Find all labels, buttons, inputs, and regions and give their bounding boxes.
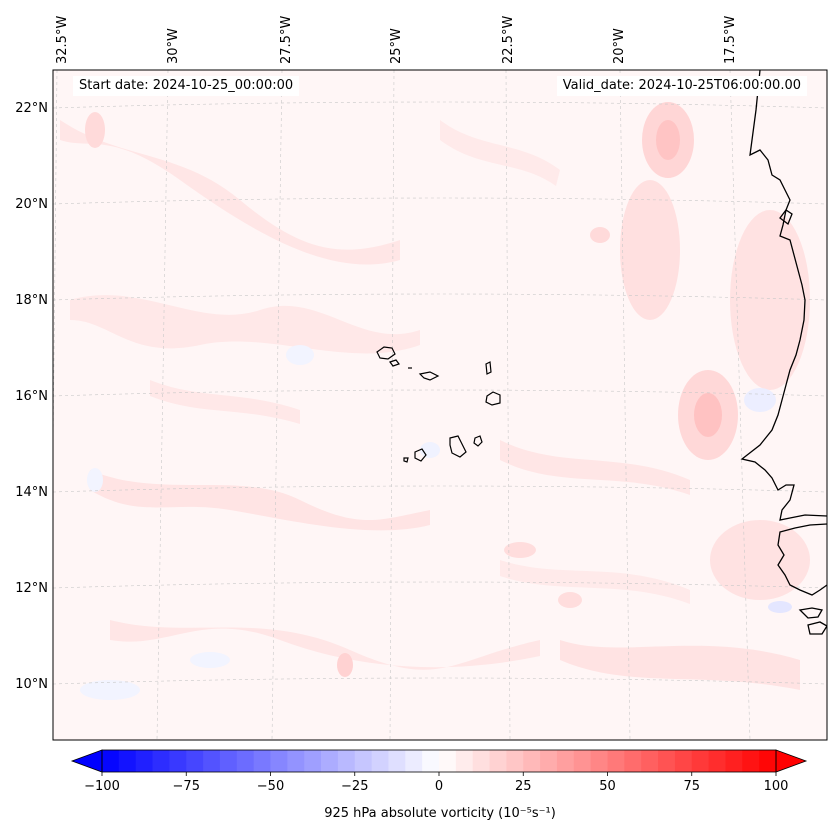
colorbar-segment [439,750,457,772]
colorbar-label: 925 hPa absolute vorticity (10⁻⁵s⁻¹) [324,806,556,821]
longitude-labels: 32.5°W 30°W 27.5°W 25°W 22.5°W 20°W 17.5… [55,16,738,64]
colorbar-max-arrow [775,749,808,773]
lat-label: 22°N [15,101,48,116]
colorbar-segment [236,750,255,772]
colorbar-segment [203,750,221,772]
colorbar-segment [759,750,777,772]
lat-label: 20°N [15,197,48,212]
africa-coastline [740,70,827,635]
lon-label: 27.5°W [279,16,294,64]
colorbar-segment [287,750,305,772]
colorbar-tick-label: 100 [764,779,789,794]
colorbar-segment [590,750,609,772]
colorbar-segment [354,750,373,772]
colorbar-segment [472,750,491,772]
vorticity-field [53,70,827,740]
colorbar-segment [405,750,423,772]
colorbar-segment [674,750,693,772]
colorbar-segment [742,750,760,772]
colorbar-segment [118,750,137,772]
colorbar-segment [607,750,625,772]
cape-verde-islands [376,346,501,463]
colorbar-tick-label: −50 [257,779,284,794]
colorbar-ticks: −100 −75 −50 −25 0 25 50 75 100 [84,772,788,794]
colorbar-segment [253,750,272,772]
colorbar-tick-label: 0 [435,779,443,794]
colorbar-segment [135,750,154,772]
colorbar-segment [506,750,524,772]
colorbar-segment [337,750,356,772]
lon-label: 17.5°W [723,16,738,64]
colorbar-segment [321,750,339,772]
colorbar-segment [186,750,204,772]
lat-label: 18°N [15,293,48,308]
lon-label: 22.5°W [501,16,516,64]
start-date-label: Start date: 2024-10-25_00:00:00 [73,76,300,96]
colorbar-segment [422,750,440,772]
lon-label: 25°W [389,28,404,64]
colorbar-tick-label: 50 [599,779,616,794]
colorbar-tick-label: −100 [84,779,120,794]
colorbar-segment [658,750,676,772]
colorbar-segment [304,750,322,772]
colorbar-segment [708,750,727,772]
colorbar-segment [388,750,406,772]
map-frame [52,69,828,741]
lat-label: 14°N [15,485,48,500]
colorbar: −100 −75 −50 −25 0 25 50 75 100 [70,749,808,794]
colorbar-segments [102,750,777,772]
colorbar-segment [152,750,170,772]
colorbar-segment [624,750,642,772]
map-gridlines [53,70,827,740]
colorbar-min-arrow [70,749,103,773]
colorbar-segment [691,750,710,772]
colorbar-segment [523,750,541,772]
colorbar-segment [540,750,558,772]
colorbar-segment [102,750,120,772]
colorbar-segment [489,750,507,772]
colorbar-segment [371,750,390,772]
lat-label: 12°N [15,581,48,596]
colorbar-tick-label: 25 [515,779,532,794]
colorbar-tick-label: −25 [341,779,368,794]
lat-label: 16°N [15,389,48,404]
latitude-labels: 22°N 20°N 18°N 16°N 14°N 12°N 10°N [15,101,48,692]
valid-date-label: Valid_date: 2024-10-25T06:00:00.00 [556,76,807,96]
colorbar-segment [573,750,592,772]
colorbar-segment [641,750,659,772]
lon-label: 20°W [612,28,627,64]
colorbar-tick-label: −75 [173,779,200,794]
colorbar-tick-label: 75 [683,779,700,794]
colorbar-segment [556,750,575,772]
colorbar-segment [725,750,743,772]
colorbar-segment [270,750,288,772]
colorbar-segment [455,750,474,772]
lat-label: 10°N [15,677,48,692]
colorbar-segment [169,750,187,772]
lon-label: 30°W [166,28,181,64]
lon-label: 32.5°W [55,16,70,64]
colorbar-segment [219,750,238,772]
